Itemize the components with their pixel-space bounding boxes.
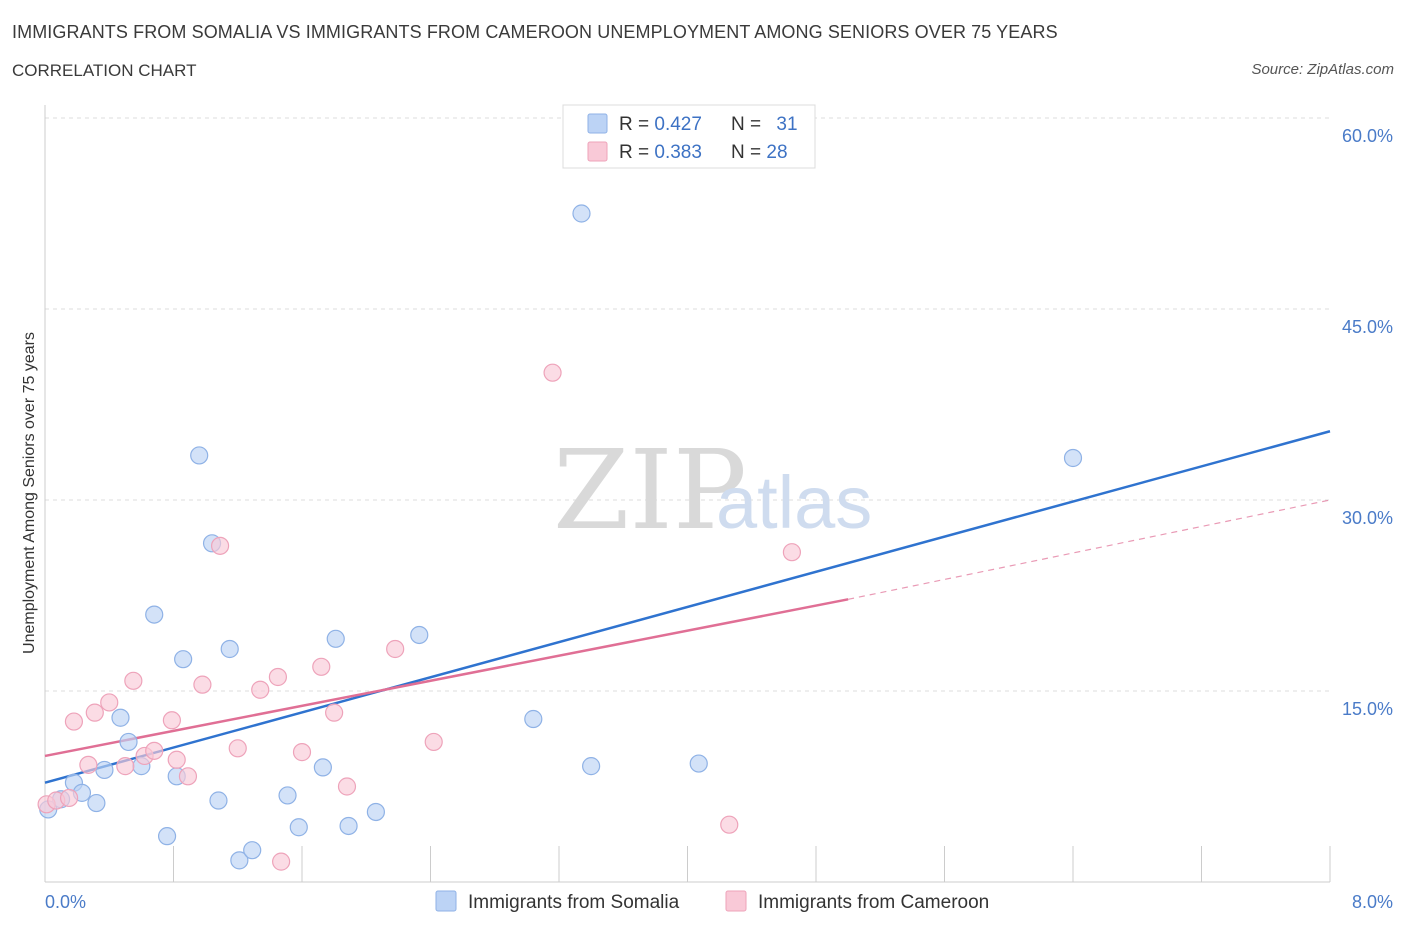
cameroon-point xyxy=(124,671,143,690)
cameroon-point xyxy=(268,667,288,687)
cameroon-point xyxy=(424,732,443,752)
x-tick-label: 0.0% xyxy=(45,892,86,912)
cameroon-point xyxy=(312,657,331,676)
y-tick-label: 30.0% xyxy=(1342,508,1393,528)
cameroon-point xyxy=(228,739,247,758)
legend-swatch-cameroon xyxy=(587,141,608,162)
somalia-point xyxy=(289,818,308,837)
cameroon-point xyxy=(720,815,739,834)
y-tick-label: 15.0% xyxy=(1342,699,1393,719)
somalia-point xyxy=(174,650,193,669)
legend-n-cameroon: N = 28 xyxy=(731,142,788,163)
somalia-point xyxy=(572,204,591,223)
legend-r-value: 0.427 xyxy=(654,114,702,135)
cameroon-trend-extension xyxy=(848,499,1331,600)
cameroon-point xyxy=(543,363,562,382)
somalia-point xyxy=(410,625,429,645)
legend-r-value: 0.383 xyxy=(654,142,702,163)
somalia-point xyxy=(326,629,345,648)
cameroon-point xyxy=(325,703,344,722)
top-legend: R = 0.427 N = 31 R = 0.383 N = 28 xyxy=(562,104,816,169)
cameroon-point xyxy=(64,712,84,731)
somalia-point xyxy=(366,802,385,822)
cameroon-point xyxy=(337,777,357,796)
somalia-point xyxy=(145,605,164,624)
somalia-point xyxy=(111,708,130,727)
bottom-legend-label-cameroon: Immigrants from Cameroon xyxy=(758,892,989,913)
somalia-point xyxy=(689,754,708,773)
legend-swatch-somalia xyxy=(587,113,608,134)
x-tick-label: 8.0% xyxy=(1352,892,1393,912)
x-tick-labels: 0.0% 8.0% xyxy=(45,892,1393,912)
cameroon-point xyxy=(116,757,135,776)
watermark: ZIP atlas xyxy=(553,426,872,554)
chart-subtitle: CORRELATION CHART xyxy=(12,61,197,80)
legend-n-value: 31 xyxy=(776,114,797,135)
cameroon-point xyxy=(193,675,212,694)
legend-n-value: 28 xyxy=(766,142,787,163)
data-points xyxy=(37,204,1083,871)
somalia-point xyxy=(339,816,358,836)
somalia-trend-line xyxy=(44,430,1331,784)
bottom-legend-label-somalia: Immigrants from Somalia xyxy=(468,892,680,913)
bottom-legend-swatch-cameroon xyxy=(725,890,747,912)
legend-n-label: N = xyxy=(731,142,766,163)
y-tick-labels: 15.0% 30.0% 45.0% 60.0% xyxy=(1342,126,1393,719)
cameroon-point xyxy=(292,743,312,762)
cameroon-point xyxy=(100,693,119,712)
source-label: Source: ZipAtlas.com xyxy=(1251,61,1394,78)
y-axis-label: Unemployment Among Seniors over 75 years xyxy=(21,332,38,654)
somalia-point xyxy=(582,757,601,776)
somalia-point xyxy=(209,791,228,810)
somalia-point xyxy=(87,793,106,813)
y-tick-label: 60.0% xyxy=(1342,126,1393,146)
cameroon-point xyxy=(79,755,98,774)
somalia-point xyxy=(278,786,297,805)
legend-row-cameroon: R = 0.383 xyxy=(619,142,702,163)
cameroon-point xyxy=(782,543,802,562)
cameroon-point xyxy=(386,639,405,659)
cameroon-point xyxy=(162,711,181,730)
somalia-point xyxy=(119,732,138,752)
somalia-point xyxy=(95,760,114,780)
somalia-point xyxy=(524,709,543,729)
somalia-point xyxy=(1063,448,1083,468)
cameroon-point xyxy=(145,741,164,760)
gridlines xyxy=(45,117,1330,692)
bottom-legend-swatch-somalia xyxy=(435,890,457,912)
cameroon-point xyxy=(167,750,186,769)
cameroon-point xyxy=(210,536,230,555)
somalia-point xyxy=(157,827,177,846)
cameroon-point xyxy=(272,852,291,871)
watermark-zip: ZIP xyxy=(553,426,747,554)
bottom-legend: Immigrants from Somalia Immigrants from … xyxy=(435,890,989,913)
somalia-point xyxy=(220,639,239,659)
cameroon-point xyxy=(251,680,270,699)
legend-row-somalia: R = 0.427 xyxy=(619,114,702,135)
cameroon-trend-line xyxy=(44,598,849,758)
somalia-point xyxy=(190,446,209,465)
legend-r-label: R = xyxy=(619,142,654,163)
somalia-point xyxy=(243,841,262,860)
trend-lines xyxy=(44,430,1331,784)
legend-r-label: R = xyxy=(619,114,654,135)
chart-title: IMMIGRANTS FROM SOMALIA VS IMMIGRANTS FR… xyxy=(12,22,1058,42)
cameroon-point xyxy=(59,788,79,808)
somalia-point xyxy=(230,851,249,870)
watermark-atlas: atlas xyxy=(716,461,872,544)
axes xyxy=(44,105,1331,883)
y-tick-label: 45.0% xyxy=(1342,317,1393,337)
somalia-point xyxy=(313,758,332,777)
legend-n-somalia: N = 31 xyxy=(731,114,798,135)
cameroon-point xyxy=(85,703,104,722)
legend-n-label: N = xyxy=(731,114,766,135)
cameroon-point xyxy=(178,767,198,786)
